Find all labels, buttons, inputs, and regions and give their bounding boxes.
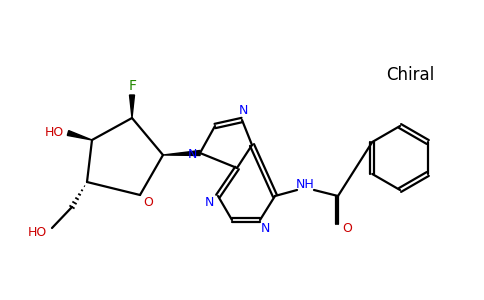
Polygon shape [67, 130, 92, 140]
Text: N: N [260, 221, 270, 235]
Polygon shape [163, 151, 200, 155]
Text: Chiral: Chiral [386, 66, 434, 84]
Text: F: F [129, 79, 137, 93]
Text: O: O [342, 223, 352, 236]
Text: N: N [187, 148, 197, 161]
Polygon shape [130, 95, 135, 118]
Text: O: O [143, 196, 153, 209]
Text: HO: HO [28, 226, 46, 238]
Text: HO: HO [45, 127, 63, 140]
Text: NH: NH [296, 178, 315, 190]
Text: N: N [238, 104, 248, 118]
Text: N: N [204, 196, 214, 208]
